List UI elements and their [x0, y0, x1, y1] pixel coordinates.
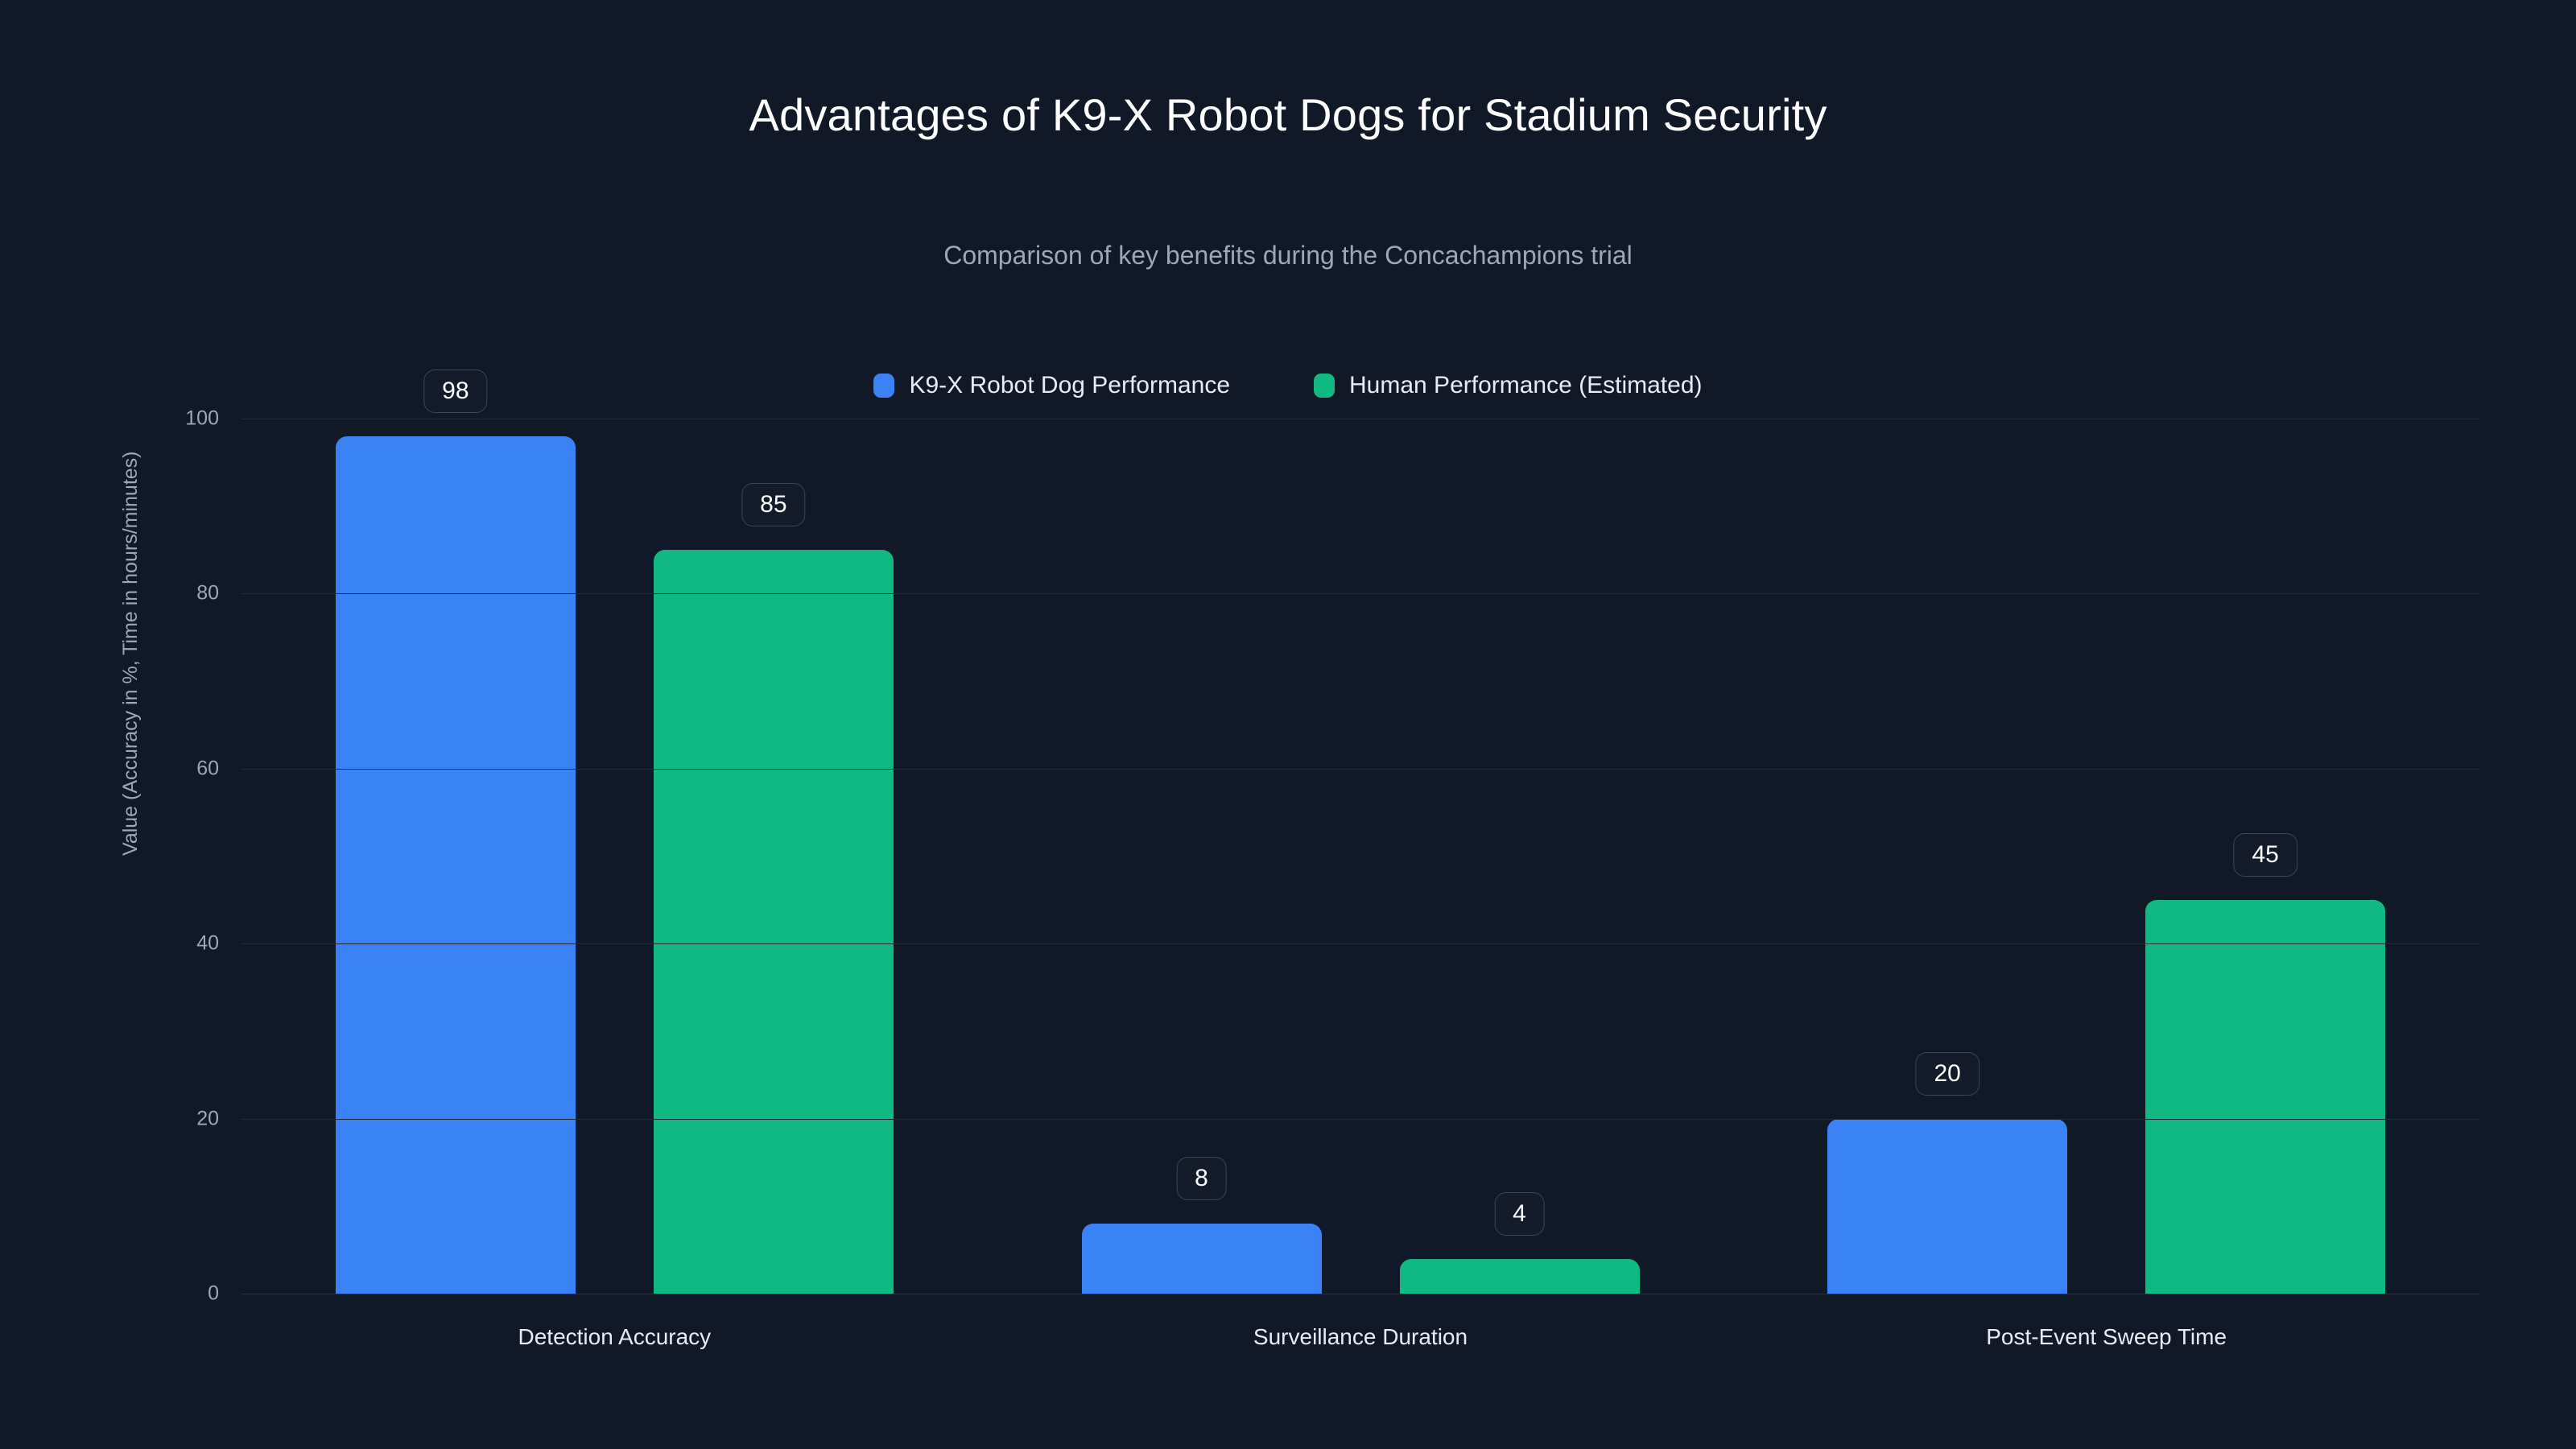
chart-title: Advantages of K9-X Robot Dogs for Stadiu… — [749, 89, 1827, 140]
gridline — [242, 943, 2479, 945]
bar-value-label: 45 — [2233, 832, 2297, 877]
legend-swatch-icon — [873, 374, 895, 398]
bar[interactable] — [1399, 1258, 1640, 1294]
x-axis-category-label: Surveillance Duration — [1253, 1324, 1468, 1349]
bar[interactable] — [653, 550, 894, 1294]
bar-value-label: 8 — [1176, 1157, 1227, 1201]
gridline — [242, 768, 2479, 770]
y-axis-tick-label: 60 — [196, 757, 219, 780]
y-axis-title: Value (Accuracy in %, Time in hours/minu… — [119, 451, 142, 856]
legend-label: Human Performance (Estimated) — [1349, 372, 1703, 398]
chart-subtitle: Comparison of key benefits during the Co… — [943, 241, 1633, 270]
bar-value-label: 4 — [1494, 1191, 1545, 1236]
plot-area: 98 85 8 4 20 45 0 20 40 60 80 100 — [185, 369, 2479, 1305]
y-axis-tick-label: 80 — [196, 581, 219, 605]
y-axis-tick-label: 100 — [185, 407, 219, 430]
gridline — [242, 593, 2479, 595]
y-axis-tick-label: 0 — [208, 1282, 219, 1305]
legend-label: K9-X Robot Dog Performance — [909, 372, 1231, 398]
x-axis-category-label: Post-Event Sweep Time — [1986, 1324, 2227, 1349]
chart-legend: K9-X Robot Dog Performance Human Performa… — [0, 372, 2576, 399]
gridline — [242, 1118, 2479, 1120]
bar-value-label: 85 — [741, 483, 806, 527]
bars-layer: 98 85 8 4 20 45 — [242, 369, 2479, 1294]
bar[interactable] — [1081, 1224, 1322, 1294]
bar-value-label: 20 — [1915, 1051, 1979, 1096]
y-axis-tick-label: 40 — [196, 931, 219, 955]
legend-swatch-icon — [1314, 374, 1335, 398]
legend-item-2[interactable]: Human Performance (Estimated) — [1314, 372, 1703, 399]
legend-item-1[interactable]: K9-X Robot Dog Performance — [873, 372, 1230, 399]
bar[interactable] — [1827, 1118, 2068, 1294]
y-axis-tick-label: 20 — [196, 1107, 219, 1130]
bar-value-label: 98 — [423, 369, 488, 413]
bar[interactable] — [2145, 899, 2386, 1294]
x-axis-category-label: Detection Accuracy — [518, 1324, 712, 1349]
bar[interactable] — [335, 436, 576, 1294]
x-axis-labels: Detection Accuracy Surveillance Duration P… — [242, 1324, 2479, 1364]
